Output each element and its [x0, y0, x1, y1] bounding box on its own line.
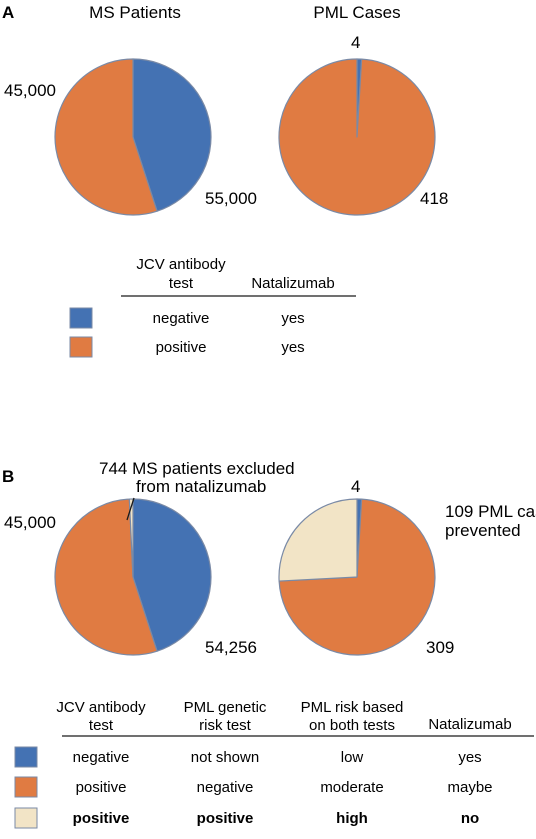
table-b-cell-0-0: negative	[73, 749, 130, 766]
table-b-cell-2-2: high	[336, 810, 368, 827]
pie-a2-label-blue: 4	[351, 33, 360, 52]
pie-b2-label-blue: 4	[351, 477, 360, 496]
pie-a1-slice-1	[54, 58, 158, 216]
table-a-header-0-line: JCV antibody	[136, 256, 226, 273]
pie-b1-excluded-label-line2: from natalizumab	[136, 477, 266, 496]
table-a-cell-1-0: positive	[156, 339, 207, 356]
table-a-swatch-1	[69, 336, 93, 358]
pie-a1-label-orange: 55,000	[205, 189, 257, 208]
table-a-header-0-line: test	[169, 275, 194, 292]
table-b-cell-0-3: yes	[458, 749, 481, 766]
table-a-cell-1-1: yes	[281, 339, 304, 356]
panel-b-label: B	[2, 467, 14, 486]
table-b-cell-0-1: not shown	[191, 749, 259, 766]
pie-b2-label-prevented-line1: 109 PML cases	[445, 502, 536, 521]
pie-a1-title: MS Patients	[89, 3, 181, 22]
pie-b1-excluded-leader-line	[126, 497, 135, 521]
table-b-header-3-line: Natalizumab	[428, 716, 511, 733]
pie-a1	[54, 58, 212, 216]
table-a-cell-0-0: negative	[153, 310, 210, 327]
table-b-header-1-line: PML genetic	[184, 699, 267, 716]
pie-b1-label-blue: 45,000	[4, 513, 56, 532]
pie-b1-slice-2	[128, 498, 134, 578]
panel-a-label: A	[2, 3, 14, 22]
table-b-swatch-1	[14, 776, 38, 798]
table-b-header-0-line: JCV antibody	[56, 699, 146, 716]
pie-a1-slice-0	[132, 58, 212, 212]
table-b-header-2-line: PML risk based	[301, 699, 404, 716]
pie-b1-excluded-label-line1: 744 MS patients excluded	[99, 459, 295, 478]
pie-b2-label-prevented: 109 PML cases prevented	[445, 502, 536, 540]
pie-b1-slice-1	[54, 498, 158, 656]
table-a-swatch-0	[69, 307, 93, 329]
table-a-header-0: JCV antibody test	[136, 256, 226, 292]
table-b-swatch-0	[14, 746, 38, 768]
table-a-header-1: Natalizumab	[251, 275, 334, 292]
pie-a2-label-orange: 418	[420, 189, 448, 208]
table-b-cell-1-0: positive	[76, 779, 127, 796]
table-b-cell-1-1: negative	[197, 779, 254, 796]
legend-table-a: JCV antibody test Natalizumab negative yes po…	[69, 256, 356, 358]
pie-b1-slice-0	[132, 498, 212, 652]
pie-a1-label-blue: 45,000	[4, 81, 56, 100]
table-b-swatch-2	[14, 807, 38, 829]
pie-a2	[278, 58, 436, 216]
table-b-header-0-line: test	[89, 717, 114, 734]
table-b-cell-0-2: low	[341, 749, 364, 766]
table-a-header-1-line: Natalizumab	[251, 275, 334, 292]
pie-b2-label-prevented-line2: prevented	[445, 521, 521, 540]
table-b-cell-2-0: positive	[73, 810, 130, 827]
pie-b1-label-orange: 54,256	[205, 638, 257, 657]
table-b-header-1-line: risk test	[199, 717, 252, 734]
pie-a2-slice-1	[278, 58, 436, 216]
pie-b1	[54, 498, 212, 656]
table-b-header-1: PML genetic risk test	[184, 699, 267, 734]
table-b-header-0: JCV antibody test	[56, 699, 146, 734]
table-b-cell-2-3: no	[461, 810, 479, 827]
pie-b2-slice-2	[278, 498, 358, 582]
pie-b2-label-orange: 309	[426, 638, 454, 657]
pie-b2	[278, 498, 436, 656]
table-b-cell-1-3: maybe	[447, 779, 492, 796]
pie-b1-excluded-label: 744 MS patients excluded from natalizuma…	[99, 459, 299, 496]
table-b-cell-1-2: moderate	[320, 779, 383, 796]
table-b-header-2-line: on both tests	[309, 717, 395, 734]
table-b-header-2: PML risk based on both tests	[301, 699, 404, 734]
table-b-header-3: Natalizumab	[428, 716, 511, 733]
pie-a2-title: PML Cases	[313, 3, 400, 22]
table-a-cell-0-1: yes	[281, 310, 304, 327]
table-b-cell-2-1: positive	[197, 810, 254, 827]
